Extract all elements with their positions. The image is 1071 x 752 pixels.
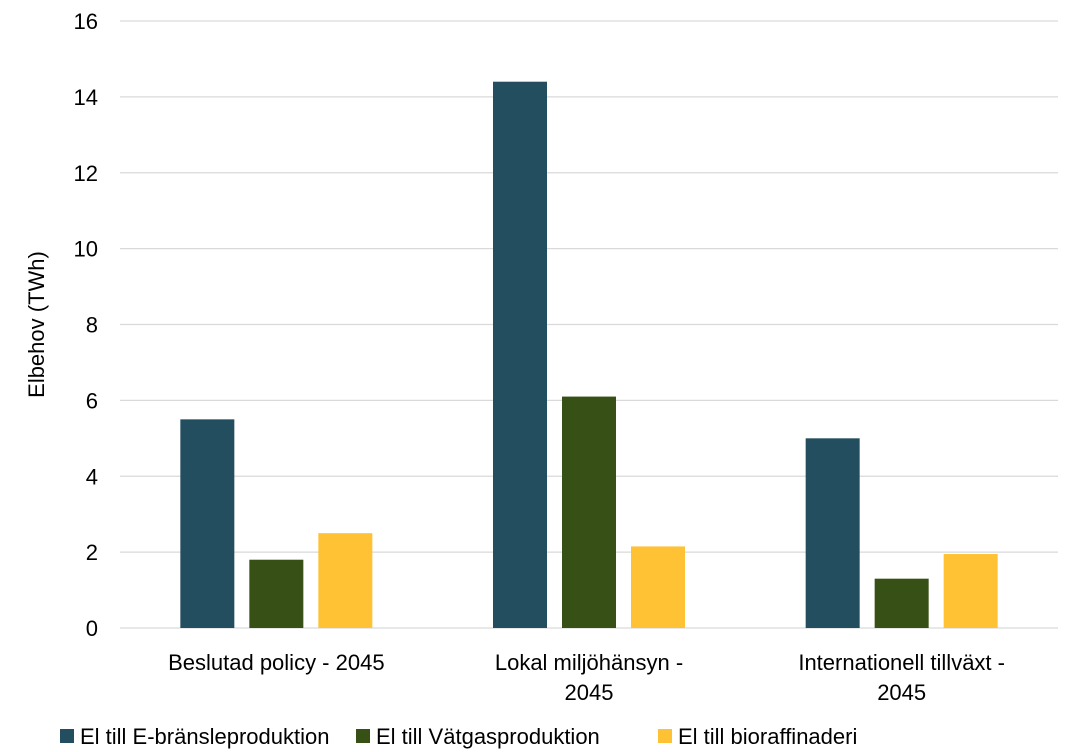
bar xyxy=(874,578,929,628)
category-label: 2045 xyxy=(565,680,614,705)
bar xyxy=(805,438,860,628)
legend-swatch xyxy=(658,729,672,743)
legend-label: El till E-bränsleproduktion xyxy=(80,724,329,749)
y-tick-label: 6 xyxy=(86,388,98,413)
y-tick-label: 12 xyxy=(74,161,98,186)
y-tick-labels: 0 2 4 6 8 10 12 14 16 xyxy=(74,9,98,641)
y-tick-label: 10 xyxy=(74,237,98,262)
bar xyxy=(562,396,616,628)
bar xyxy=(180,419,235,628)
bars xyxy=(180,81,998,628)
legend-swatch xyxy=(356,729,370,743)
bar xyxy=(249,559,304,628)
legend-label: El till Vätgasproduktion xyxy=(376,724,600,749)
y-tick-label: 0 xyxy=(86,616,98,641)
bar xyxy=(943,554,998,628)
gridlines xyxy=(120,20,1058,629)
category-label: Lokal miljöhänsyn - xyxy=(495,650,683,675)
y-tick-label: 2 xyxy=(86,540,98,565)
y-tick-label: 16 xyxy=(74,9,98,34)
y-tick-label: 8 xyxy=(86,313,98,338)
y-tick-label: 4 xyxy=(86,464,98,489)
bar xyxy=(631,546,685,628)
legend: El till E-bränsleproduktion El till Vätga… xyxy=(60,724,857,749)
y-axis-label: Elbehov (TWh) xyxy=(24,251,49,398)
legend-swatch xyxy=(60,729,74,743)
bar xyxy=(318,533,373,628)
category-labels: Beslutad policy - 2045 Lokal miljöhänsyn … xyxy=(168,650,1005,705)
category-label: 2045 xyxy=(877,680,926,705)
y-tick-label: 14 xyxy=(74,85,98,110)
category-label: Beslutad policy - 2045 xyxy=(168,650,384,675)
category-label: Internationell tillväxt - xyxy=(798,650,1005,675)
bar xyxy=(493,81,547,628)
legend-label: El till bioraffinaderi xyxy=(678,724,857,749)
